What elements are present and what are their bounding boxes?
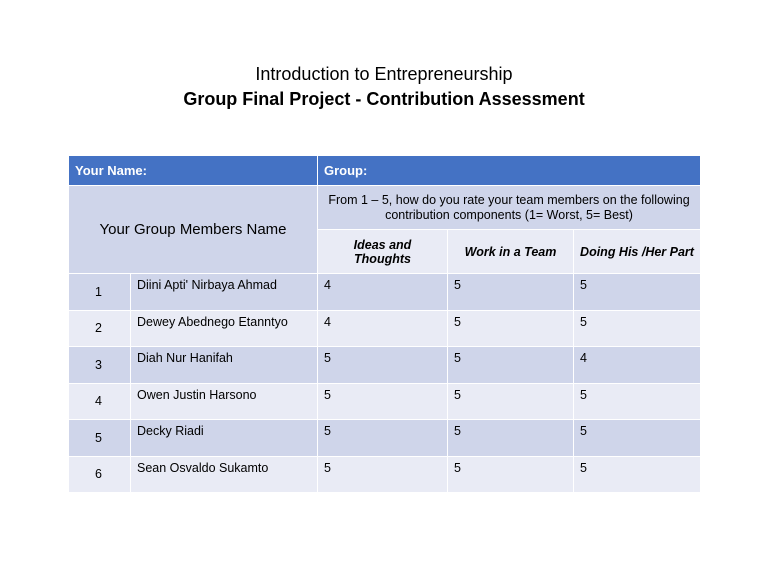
score: 5	[447, 273, 574, 311]
row-number: 2	[68, 309, 131, 347]
group-label: Group:	[316, 155, 702, 186]
column-header: Work in a Team	[447, 229, 574, 274]
assessment-table: Your Name: Group: Your Group Members Nam…	[68, 155, 702, 493]
row-number: 5	[68, 419, 131, 457]
row-number: 6	[68, 455, 131, 493]
prompt-row: Your Group Members Name From 1 – 5, how …	[68, 185, 702, 274]
score: 5	[572, 309, 702, 347]
your-name-label: Your Name:	[68, 155, 318, 186]
column-header-row: Ideas and Thoughts Work in a Team Doing …	[69, 229, 702, 274]
score: 5	[317, 346, 448, 384]
score: 5	[447, 382, 574, 420]
member-row: 3 Diah Nur Hanifah 5 5 4	[68, 346, 702, 384]
score: 5	[317, 382, 448, 420]
score: 5	[317, 419, 448, 457]
rating-prompt: From 1 – 5, how do you rate your team me…	[316, 185, 702, 230]
score: 5	[317, 455, 448, 493]
score: 5	[447, 346, 574, 384]
score: 5	[572, 273, 702, 311]
member-row: 2 Dewey Abednego Etanntyo 4 5 5	[68, 309, 702, 347]
score: 5	[447, 309, 574, 347]
score: 5	[572, 419, 702, 457]
column-header: Ideas and Thoughts	[317, 229, 448, 274]
member-row: 1 Diini Apti' Nirbaya Ahmad 4 5 5	[68, 273, 702, 311]
member-name: Sean Osvaldo Sukamto	[130, 455, 318, 493]
row-number: 3	[68, 346, 131, 384]
members-header: Your Group Members Name	[68, 185, 318, 274]
title: Introduction to Entrepreneurship	[255, 64, 513, 84]
score: 5	[572, 455, 702, 493]
member-row: 5 Decky Riadi 5 5 5	[68, 419, 702, 457]
row-number: 4	[68, 382, 131, 420]
subtitle: Group Final Project - Contribution Asses…	[183, 89, 585, 109]
member-name: Dewey Abednego Etanntyo	[130, 309, 318, 347]
table-body: Your Name: Group: Your Group Members Nam…	[68, 155, 702, 493]
column-header: Doing His /Her Part	[572, 229, 702, 274]
score: 4	[572, 346, 702, 384]
member-row: 4 Owen Justin Harsono 5 5 5	[68, 382, 702, 420]
score: 4	[317, 273, 448, 311]
member-name: Diini Apti' Nirbaya Ahmad	[130, 273, 318, 311]
member-name: Owen Justin Harsono	[130, 382, 318, 420]
header-row: Your Name: Group:	[68, 155, 702, 186]
member-name: Decky Riadi	[130, 419, 318, 457]
score: 5	[447, 419, 574, 457]
member-row: 6 Sean Osvaldo Sukamto 5 5 5	[68, 455, 702, 493]
score: 5	[447, 455, 574, 493]
member-name: Diah Nur Hanifah	[130, 346, 318, 384]
score: 5	[572, 382, 702, 420]
row-number: 1	[68, 273, 131, 311]
score: 4	[317, 309, 448, 347]
